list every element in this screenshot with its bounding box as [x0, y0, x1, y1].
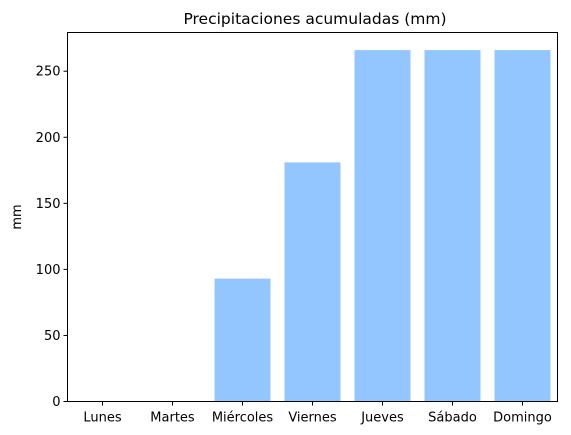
- x-tick-label: Sábado: [428, 411, 477, 426]
- x-tick-label: Domingo: [493, 411, 552, 426]
- bars-group: [214, 50, 551, 402]
- bar-5: [424, 50, 481, 402]
- bar-4: [354, 50, 411, 402]
- plot-frame: [67, 32, 558, 402]
- y-tick-label: 0: [52, 395, 60, 410]
- x-tick-label: Viernes: [288, 411, 337, 426]
- y-tick-label: 100: [36, 263, 61, 278]
- x-ticks-group: Lunes Martes Miércoles Viernes Jueves Sábado D…: [83, 401, 552, 426]
- y-axis-label: mm: [10, 204, 25, 229]
- x-tick-label: Lunes: [83, 411, 121, 426]
- x-tick-label: Miércoles: [212, 411, 274, 426]
- y-ticks-group: 0 50 100 150 200 250: [36, 65, 68, 410]
- y-tick-label: 200: [36, 131, 61, 146]
- x-tick-label: Jueves: [360, 411, 404, 426]
- y-tick-label: 50: [44, 329, 61, 344]
- y-tick-label: 250: [36, 65, 61, 80]
- y-tick-label: 150: [36, 197, 61, 212]
- x-tick-label: Martes: [150, 411, 195, 426]
- bar-2: [214, 278, 271, 402]
- bar-6: [494, 50, 551, 402]
- bar-3: [284, 162, 341, 402]
- chart-title: Precipitaciones acumuladas (mm): [183, 10, 446, 28]
